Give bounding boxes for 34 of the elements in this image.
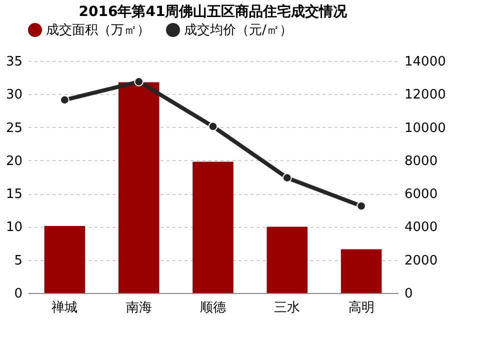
y-tick-label: 25 <box>6 120 22 136</box>
x-tick-label: 南海 <box>126 300 152 316</box>
x-tick-label: 高明 <box>348 300 374 316</box>
x-tick-label: 禅城 <box>52 300 78 316</box>
point <box>208 122 218 132</box>
point <box>356 201 366 211</box>
y2-tick-label: 10000 <box>404 120 446 136</box>
x-tick-label: 三水 <box>274 300 300 316</box>
legend-label: 成交面积（万㎡） <box>46 22 150 38</box>
y2-tick-label: 0 <box>404 286 413 302</box>
y2-tick-label: 12000 <box>404 88 446 103</box>
y2-tick-label: 8000 <box>404 154 438 169</box>
point <box>60 95 70 105</box>
point <box>134 77 144 86</box>
y-tick-label: 20 <box>6 154 22 169</box>
x-tick-label: 顺德 <box>200 300 226 316</box>
y-tick-label: 30 <box>6 88 22 103</box>
chart-title: 2016年第41周佛山五区商品住宅成交情况 <box>78 3 348 20</box>
y2-tick-label: 6000 <box>404 187 438 202</box>
bar <box>44 226 86 293</box>
legend-label: 成交均价（元/㎡） <box>184 22 292 38</box>
bar <box>118 82 160 293</box>
point <box>282 173 292 183</box>
y-tick-label: 10 <box>6 220 22 236</box>
y2-tick-label: 4000 <box>404 220 438 236</box>
y2-tick-label: 14000 <box>404 54 446 70</box>
y-tick-label: 5 <box>14 253 22 268</box>
bar <box>340 249 382 293</box>
y2-tick-label: 2000 <box>404 253 438 268</box>
bar <box>266 226 308 293</box>
y-tick-label: 15 <box>6 187 22 202</box>
bar <box>192 162 234 293</box>
y-tick-label: 35 <box>6 54 22 70</box>
y-tick-label: 0 <box>14 286 22 302</box>
